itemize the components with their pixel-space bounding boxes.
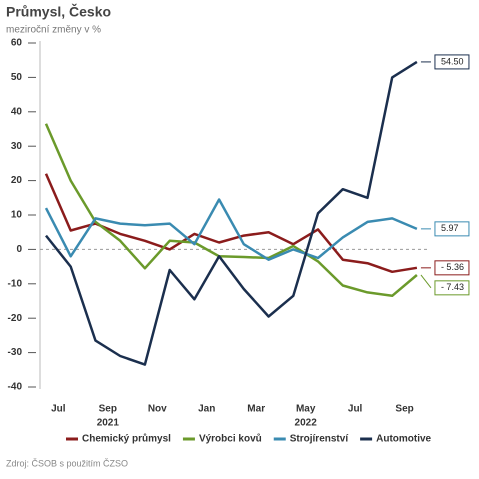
year-label: 2021 xyxy=(97,418,120,429)
chart-title: Průmysl, Česko xyxy=(6,3,111,20)
x-tick-label: Mar xyxy=(247,404,265,415)
y-tick-label: 30 xyxy=(11,141,23,152)
y-tick-label: 10 xyxy=(11,210,23,221)
y-tick-label: -10 xyxy=(8,278,23,289)
end-label: 54.50 xyxy=(441,56,464,66)
end-label: 5.97 xyxy=(441,223,459,233)
end-label: - 5.36 xyxy=(441,262,464,272)
y-tick-label: -20 xyxy=(8,313,23,324)
source: Zdroj: ČSOB s použitím ČZSO xyxy=(6,458,128,468)
series-line xyxy=(44,173,418,274)
y-tick-label: 20 xyxy=(11,175,23,186)
legend-label: Automotive xyxy=(376,434,431,445)
legend-label: Výrobci kovů xyxy=(199,433,262,445)
y-tick-label: 60 xyxy=(11,38,23,49)
legend-label: Strojírenství xyxy=(290,434,350,445)
x-tick-label: Sep xyxy=(99,404,117,415)
y-tick-label: 40 xyxy=(11,106,23,117)
series-line xyxy=(45,60,418,366)
series-line xyxy=(44,198,418,261)
label-box xyxy=(434,54,470,70)
y-tick-label: 0 xyxy=(16,244,22,255)
x-tick-label: Nov xyxy=(148,404,167,415)
x-tick-label: Sep xyxy=(395,404,413,415)
series-line xyxy=(44,123,418,298)
year-label: 2022 xyxy=(295,418,318,429)
end-label: - 7.43 xyxy=(441,282,464,292)
x-tick-label: Jul xyxy=(348,404,363,415)
label-box xyxy=(434,260,470,276)
y-tick-label: -40 xyxy=(8,382,23,393)
label-connector xyxy=(420,274,432,289)
y-tick-label: 50 xyxy=(11,72,23,83)
chart-subtitle: meziroční změny v % xyxy=(6,25,101,36)
label-box xyxy=(434,280,470,296)
x-tick-label: Jan xyxy=(198,404,215,415)
label-box xyxy=(434,221,470,237)
x-tick-label: May xyxy=(296,404,316,415)
x-tick-label: Jul xyxy=(51,404,66,415)
legend-label: Chemický průmysl xyxy=(82,433,171,445)
y-tick-label: -30 xyxy=(8,347,23,358)
